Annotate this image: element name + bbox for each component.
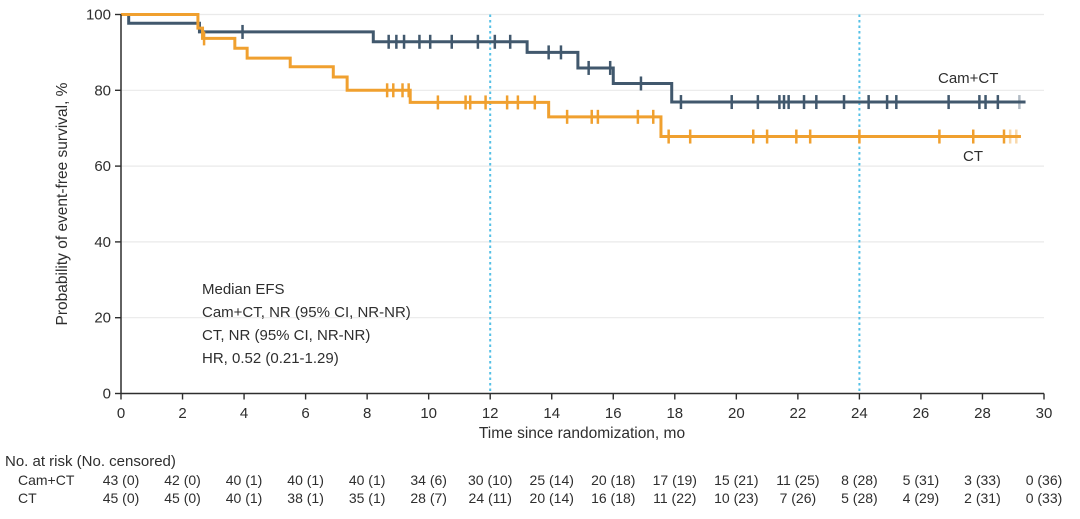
annotation-cam-ct-ci: Cam+CT, NR (95% CI, NR-NR) (202, 304, 411, 321)
x-tick-label-0: 0 (117, 405, 125, 422)
x-tick-label-14: 14 (543, 405, 560, 422)
curve-group-cam-ct (121, 13, 1026, 110)
x-axis-title: Time since randomization, mo (479, 425, 685, 442)
risk-value-ct-18mo: 11 (22) (653, 490, 696, 506)
risk-value-cam-ct-14mo: 25 (14) (530, 472, 574, 488)
risk-value-cam-ct-18mo: 17 (19) (653, 472, 697, 488)
risk-value-ct-20mo: 10 (23) (714, 490, 758, 506)
survival-curves-layer (121, 13, 1026, 144)
risk-value-ct-26mo: 4 (29) (903, 490, 940, 506)
risk-value-cam-ct-8mo: 40 (1) (349, 472, 386, 488)
annotation-median-efs: Median EFS (202, 281, 285, 298)
y-tick-label-20: 20 (94, 310, 111, 327)
x-tick-label-6: 6 (301, 405, 309, 422)
risk-value-cam-ct-2mo: 42 (0) (164, 472, 201, 488)
gridlines-layer (121, 13, 1045, 319)
risk-value-ct-0mo: 45 (0) (103, 490, 140, 506)
series-label-ct: CT (963, 148, 983, 165)
risk-value-cam-ct-20mo: 15 (21) (714, 472, 758, 488)
censor-ticks-cam-ct (241, 24, 1021, 110)
censor-ticks-ct (202, 31, 1018, 144)
risk-value-ct-24mo: 5 (28) (841, 490, 878, 506)
risk-value-ct-14mo: 20 (14) (530, 490, 574, 506)
x-tick-label-2: 2 (178, 405, 186, 422)
risk-value-cam-ct-30mo: 0 (36) (1026, 472, 1063, 488)
x-tick-label-16: 16 (605, 405, 622, 422)
risk-value-ct-2mo: 45 (0) (164, 490, 201, 506)
risk-value-cam-ct-26mo: 5 (31) (903, 472, 940, 488)
risk-value-ct-8mo: 35 (1) (349, 490, 386, 506)
y-axis-title: Probability of event-free survival, % (54, 82, 71, 325)
risk-row-label-ct: CT (18, 490, 37, 506)
y-tick-label-0: 0 (103, 386, 111, 403)
x-tick-label-20: 20 (728, 405, 745, 422)
y-tick-label-100: 100 (86, 7, 111, 24)
risk-value-cam-ct-24mo: 8 (28) (841, 472, 878, 488)
x-tick-label-24: 24 (851, 405, 868, 422)
series-label-cam-ct: Cam+CT (938, 70, 998, 87)
risk-value-ct-10mo: 28 (7) (410, 490, 447, 506)
risk-value-cam-ct-4mo: 40 (1) (226, 472, 263, 488)
risk-value-ct-28mo: 2 (31) (964, 490, 1001, 506)
annotation-ct-ci: CT, NR (95% CI, NR-NR) (202, 327, 370, 344)
risk-value-cam-ct-10mo: 34 (6) (410, 472, 447, 488)
risk-value-ct-6mo: 38 (1) (287, 490, 324, 506)
x-tick-label-28: 28 (974, 405, 991, 422)
risk-value-cam-ct-0mo: 43 (0) (103, 472, 140, 488)
risk-value-cam-ct-12mo: 30 (10) (468, 472, 512, 488)
x-tick-label-8: 8 (363, 405, 371, 422)
risk-row-label-cam-ct: Cam+CT (18, 472, 75, 488)
y-tick-label-80: 80 (94, 82, 111, 99)
x-tick-label-12: 12 (482, 405, 499, 422)
risk-table-header: No. at risk (No. censored) (5, 453, 176, 470)
risk-value-cam-ct-28mo: 3 (33) (964, 472, 1001, 488)
x-tick-label-10: 10 (420, 405, 437, 422)
y-tick-label-40: 40 (94, 234, 111, 251)
curve-group-ct (121, 13, 1021, 144)
risk-value-ct-4mo: 40 (1) (226, 490, 263, 506)
risk-value-cam-ct-16mo: 20 (18) (591, 472, 635, 488)
risk-value-cam-ct-22mo: 11 (25) (776, 472, 819, 488)
survival-curve-cam-ct (121, 13, 1026, 104)
risk-value-ct-22mo: 7 (26) (780, 490, 817, 506)
risk-value-ct-30mo: 0 (33) (1026, 490, 1063, 506)
risk-values-layer: 43 (0) 42 (0) 40 (1) 40 (1) 40 (1) 34 (6) 30 (… (103, 472, 1063, 506)
annotation-hazard-ratio: HR, 0.52 (0.21-1.29) (202, 350, 339, 367)
risk-value-ct-12mo: 24 (11) (469, 490, 512, 506)
x-tick-label-4: 4 (240, 405, 248, 422)
x-tick-label-30: 30 (1036, 405, 1053, 422)
x-tick-label-26: 26 (913, 405, 930, 422)
risk-value-cam-ct-6mo: 40 (1) (287, 472, 324, 488)
reference-lines-layer (489, 14, 861, 394)
x-tick-label-22: 22 (790, 405, 807, 422)
y-tick-label-60: 60 (94, 158, 111, 175)
x-tick-label-18: 18 (666, 405, 683, 422)
risk-value-ct-16mo: 16 (18) (591, 490, 635, 506)
survival-curve-ct (121, 13, 1021, 139)
